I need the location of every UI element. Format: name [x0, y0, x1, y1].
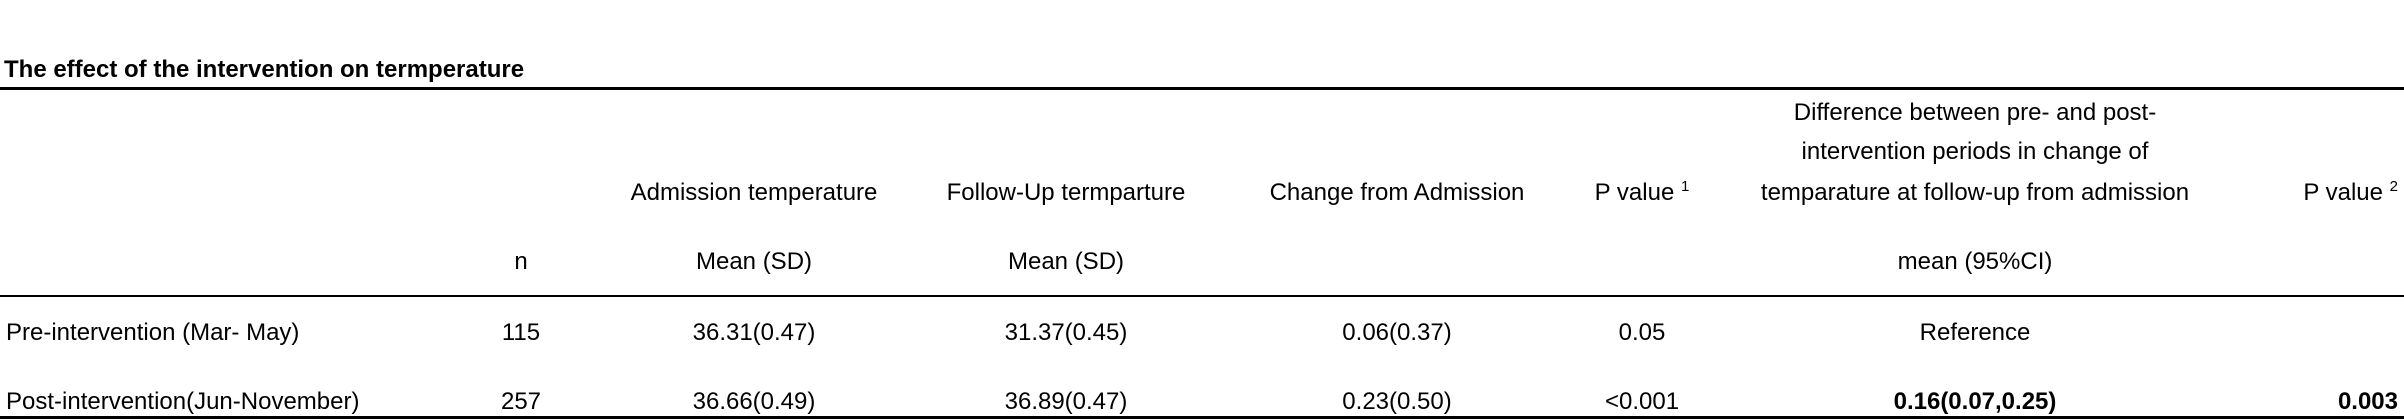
footnote-mark: 2 — [2389, 178, 2398, 195]
table-title: The effect of the intervention on termpe… — [4, 56, 525, 83]
row-label: Post-intervention(Jun-November) — [6, 388, 360, 415]
cell: 36.66(0.49) — [692, 388, 816, 415]
cell: 257 — [500, 388, 542, 415]
cell: 0.003 — [2337, 388, 2398, 415]
column-header: intervention periods in change of — [1801, 138, 2149, 165]
subheader: n — [514, 248, 528, 275]
cell: 0.16(0.07,0.25) — [1893, 388, 2057, 415]
top-rule — [0, 87, 2404, 90]
footnote-mark: 1 — [1680, 178, 1690, 195]
cell: 31.37(0.45) — [1004, 319, 1128, 346]
bottom-rule — [0, 416, 2404, 419]
column-header: Admission temperature — [630, 179, 878, 206]
cell: <0.001 — [1604, 388, 1680, 415]
cell: 0.05 — [1618, 319, 1666, 346]
subheader: Mean (SD) — [695, 248, 813, 275]
cell: Reference — [1919, 319, 2031, 346]
column-header: Difference between pre- and post- — [1793, 99, 2157, 126]
column-header: P value 1 — [1595, 179, 1690, 207]
column-header-text: P value — [2303, 179, 2383, 206]
subheader: Mean (SD) — [1007, 248, 1125, 275]
column-header: P value 2 — [2303, 179, 2398, 207]
cell: 36.89(0.47) — [1004, 388, 1128, 415]
cell: 36.31(0.47) — [692, 319, 816, 346]
subheader: mean (95%CI) — [1897, 248, 2053, 275]
cell: 0.23(0.50) — [1342, 388, 1452, 415]
column-header-text: P value — [1594, 179, 1675, 206]
header-rule — [0, 295, 2404, 297]
column-header: temparature at follow-up from admission — [1760, 179, 2190, 206]
column-header: Change from Admission — [1269, 179, 1525, 206]
row-label: Pre-intervention (Mar- May) — [6, 319, 300, 346]
cell: 115 — [501, 319, 541, 346]
column-header: Follow-Up termparture — [946, 179, 1186, 206]
cell: 0.06(0.37) — [1342, 319, 1452, 346]
